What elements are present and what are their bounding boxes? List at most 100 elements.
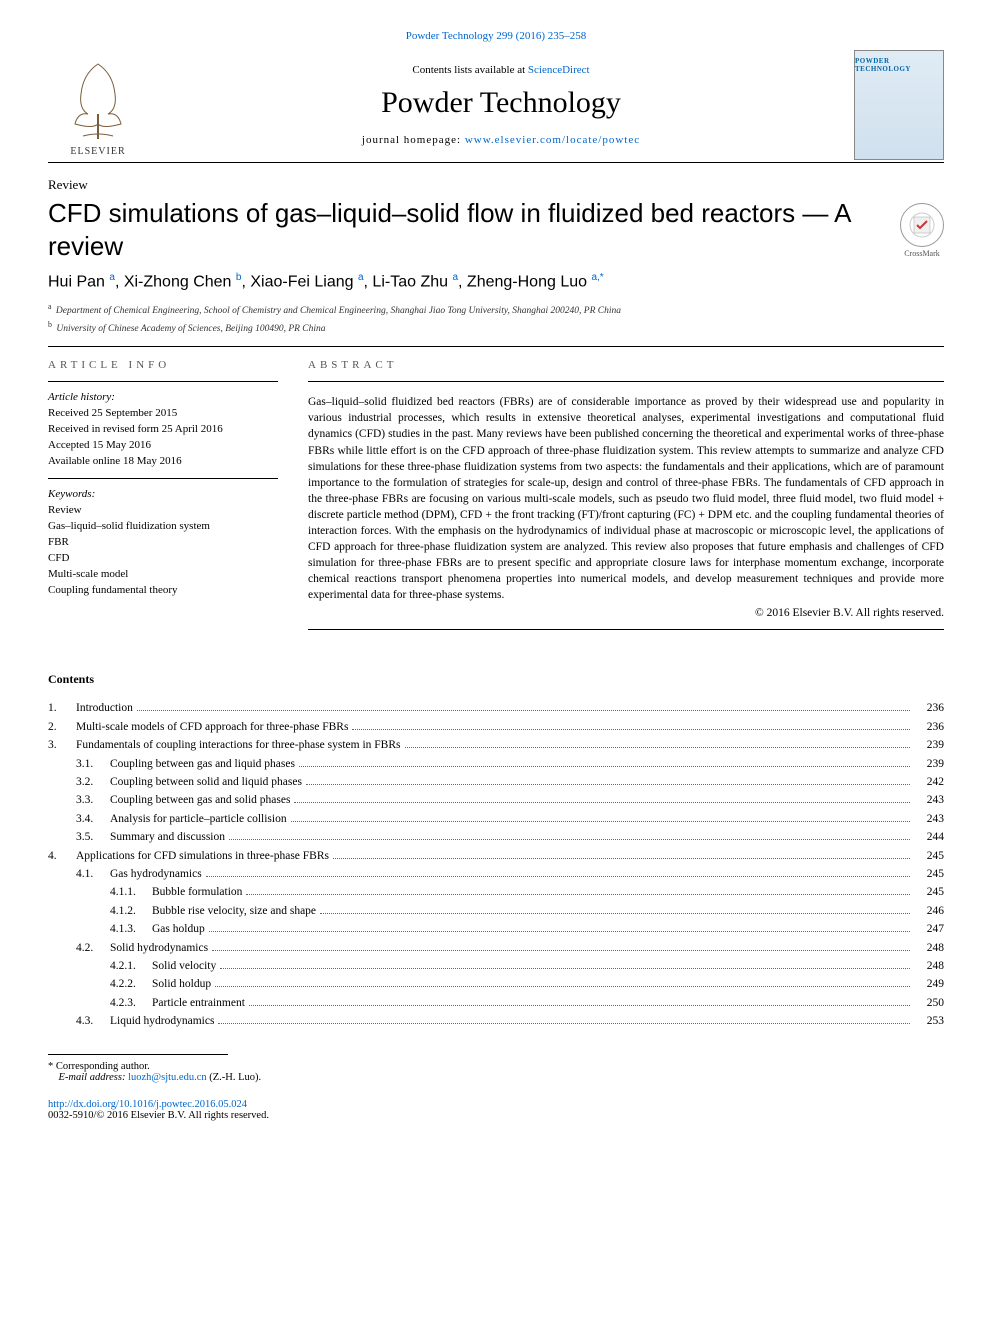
toc-leader xyxy=(209,931,910,932)
toc-row: 4.1.Gas hydrodynamics245 xyxy=(48,865,944,883)
toc-row: 4.2.3.Particle entrainment 250 xyxy=(48,994,944,1012)
toc-number: 1. xyxy=(48,699,76,717)
toc-number: 4.1.2. xyxy=(110,902,152,920)
journal-homepage: journal homepage: www.elsevier.com/locat… xyxy=(148,134,854,146)
toc-number: 4.1.3. xyxy=(110,920,152,938)
toc-row: 1.Introduction236 xyxy=(48,699,944,717)
toc-number: 3.3. xyxy=(76,791,110,809)
crossmark-label: CrossMark xyxy=(904,249,940,258)
toc-title: Solid velocity xyxy=(152,957,216,975)
toc-title: Liquid hydrodynamics xyxy=(110,1012,214,1030)
lists-prefix: Contents lists available at xyxy=(412,64,527,76)
abstract-text: Gas–liquid–solid fluidized bed reactors … xyxy=(308,394,944,603)
affiliation: a Department of Chemical Engineering, Sc… xyxy=(48,301,944,318)
toc-leader xyxy=(294,802,910,803)
toc-number: 4.1. xyxy=(76,865,110,883)
toc-row: 4.2.1.Solid velocity248 xyxy=(48,957,944,975)
toc-number: 2. xyxy=(48,718,76,736)
homepage-link[interactable]: www.elsevier.com/locate/powtec xyxy=(465,134,640,146)
toc-title: Bubble rise velocity, size and shape xyxy=(152,902,316,920)
toc-title: Coupling between solid and liquid phases xyxy=(110,773,302,791)
toc-leader xyxy=(405,747,911,748)
toc-page: 253 xyxy=(914,1012,944,1030)
doi-block: http://dx.doi.org/10.1016/j.powtec.2016.… xyxy=(48,1099,944,1121)
email-owner: (Z.-H. Luo). xyxy=(207,1072,262,1083)
elsevier-tree-icon xyxy=(63,54,133,144)
toc-number: 4.1.1. xyxy=(110,883,152,901)
lists-available: Contents lists available at ScienceDirec… xyxy=(148,64,854,76)
contents-heading: Contents xyxy=(48,672,944,687)
toc-leader xyxy=(206,876,910,877)
keywords-label: Keywords: xyxy=(48,487,278,503)
toc-row: 3.5.Summary and discussion244 xyxy=(48,828,944,846)
toc-title: Summary and discussion xyxy=(110,828,225,846)
cover-label: POWDER TECHNOLOGY xyxy=(855,57,943,73)
toc-title: Analysis for particle–particle collision xyxy=(110,810,287,828)
toc-row: 4.Applications for CFD simulations in th… xyxy=(48,847,944,865)
rule xyxy=(48,346,944,347)
issn-line: 0032-5910/© 2016 Elsevier B.V. All right… xyxy=(48,1110,269,1121)
toc-page: 236 xyxy=(914,699,944,717)
toc-number: 4.2.3. xyxy=(110,994,152,1012)
toc-title: Fundamentals of coupling interactions fo… xyxy=(76,736,401,754)
keyword: Multi-scale model xyxy=(48,567,278,583)
history-line: Received 25 September 2015 xyxy=(48,406,278,422)
history-line: Accepted 15 May 2016 xyxy=(48,438,278,454)
corresp-email[interactable]: luozh@sjtu.edu.cn xyxy=(128,1072,207,1083)
toc-leader xyxy=(215,986,910,987)
article-info-heading: ARTICLE INFO xyxy=(48,359,278,371)
crossmark-badge[interactable]: CrossMark xyxy=(900,203,944,258)
toc-row: 3.4.Analysis for particle–particle colli… xyxy=(48,810,944,828)
corresp-text: * Corresponding author. xyxy=(48,1061,150,1072)
toc-leader xyxy=(137,710,910,711)
toc-leader xyxy=(246,894,910,895)
toc-title: Multi-scale models of CFD approach for t… xyxy=(76,718,348,736)
toc-leader xyxy=(218,1023,910,1024)
history-line: Received in revised form 25 April 2016 xyxy=(48,422,278,438)
toc-title: Particle entrainment xyxy=(152,994,245,1012)
keyword: CFD xyxy=(48,551,278,567)
toc-row: 4.3.Liquid hydrodynamics 253 xyxy=(48,1012,944,1030)
toc-leader xyxy=(212,950,910,951)
toc-leader xyxy=(291,821,910,822)
article-info: ARTICLE INFO Article history: Received 2… xyxy=(48,359,278,642)
toc-row: 4.2.2.Solid holdup249 xyxy=(48,975,944,993)
keyword: Coupling fundamental theory xyxy=(48,583,278,599)
toc-number: 4.2. xyxy=(76,939,110,957)
toc-row: 4.1.1.Bubble formulation245 xyxy=(48,883,944,901)
toc-page: 250 xyxy=(914,994,944,1012)
toc-page: 245 xyxy=(914,883,944,901)
journal-title: Powder Technology xyxy=(148,86,854,120)
publisher-logo: ELSEVIER xyxy=(48,54,148,157)
running-head: Powder Technology 299 (2016) 235–258 xyxy=(48,30,944,42)
toc-page: 249 xyxy=(914,975,944,993)
keyword: Review xyxy=(48,503,278,519)
keyword: Gas–liquid–solid fluidization system xyxy=(48,519,278,535)
table-of-contents: 1.Introduction2362.Multi-scale models of… xyxy=(48,699,944,1030)
toc-page: 245 xyxy=(914,865,944,883)
toc-row: 4.1.3.Gas holdup247 xyxy=(48,920,944,938)
toc-number: 3.2. xyxy=(76,773,110,791)
toc-leader xyxy=(229,839,910,840)
email-label: E-mail address: xyxy=(59,1072,129,1083)
authors: Hui Pan a, Xi-Zhong Chen b, Xiao-Fei Lia… xyxy=(48,272,944,291)
toc-number: 3. xyxy=(48,736,76,754)
corresponding-author: * Corresponding author. E-mail address: … xyxy=(48,1061,944,1083)
toc-row: 2.Multi-scale models of CFD approach for… xyxy=(48,718,944,736)
article-title: CFD simulations of gas–liquid–solid flow… xyxy=(48,197,890,262)
toc-page: 236 xyxy=(914,718,944,736)
toc-page: 243 xyxy=(914,791,944,809)
toc-number: 4.3. xyxy=(76,1012,110,1030)
toc-number: 4.2.1. xyxy=(110,957,152,975)
keyword: FBR xyxy=(48,535,278,551)
affiliations: a Department of Chemical Engineering, Sc… xyxy=(48,301,944,336)
toc-title: Solid holdup xyxy=(152,975,211,993)
toc-row: 4.2.Solid hydrodynamics248 xyxy=(48,939,944,957)
doi-link[interactable]: http://dx.doi.org/10.1016/j.powtec.2016.… xyxy=(48,1099,247,1110)
citation-link[interactable]: Powder Technology 299 (2016) 235–258 xyxy=(406,30,587,42)
sciencedirect-link[interactable]: ScienceDirect xyxy=(528,64,590,76)
toc-page: 246 xyxy=(914,902,944,920)
history-line: Available online 18 May 2016 xyxy=(48,454,278,470)
toc-number: 4. xyxy=(48,847,76,865)
toc-leader xyxy=(306,784,910,785)
